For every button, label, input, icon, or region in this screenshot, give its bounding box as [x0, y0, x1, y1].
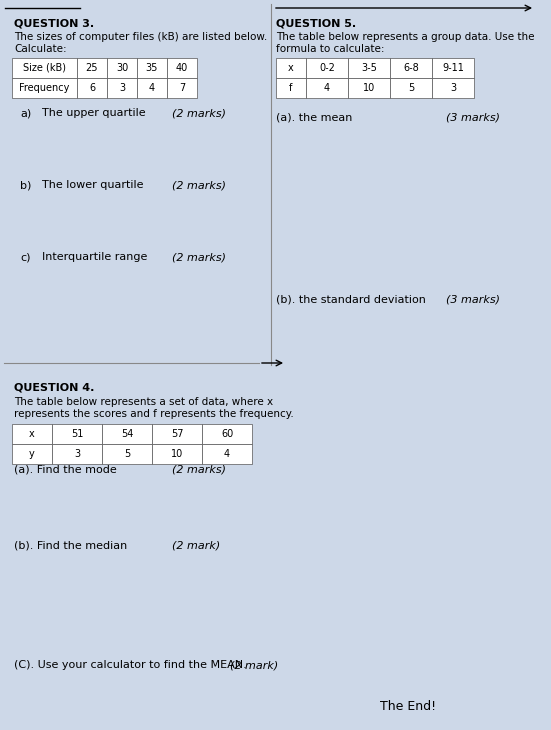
Bar — [12, 444, 52, 464]
Text: x: x — [288, 63, 294, 73]
Bar — [52, 424, 102, 444]
Bar — [202, 424, 252, 444]
Bar — [12, 424, 52, 444]
Text: 54: 54 — [121, 429, 133, 439]
Text: represents the scores and f represents the frequency.: represents the scores and f represents t… — [14, 409, 294, 419]
Text: (3 marks): (3 marks) — [446, 295, 500, 305]
Text: 3-5: 3-5 — [361, 63, 377, 73]
Bar — [12, 78, 77, 98]
Text: 25: 25 — [86, 63, 98, 73]
Bar — [167, 78, 197, 98]
Bar — [306, 58, 348, 78]
Text: Size (kB): Size (kB) — [23, 63, 66, 73]
Bar — [306, 78, 348, 98]
Text: 51: 51 — [71, 429, 83, 439]
Text: The sizes of computer files (kB) are listed below.: The sizes of computer files (kB) are lis… — [14, 32, 267, 42]
Text: Interquartile range: Interquartile range — [42, 252, 147, 262]
Text: (3 marks): (3 marks) — [446, 113, 500, 123]
Text: The End!: The End! — [380, 700, 436, 713]
Text: 3: 3 — [119, 83, 125, 93]
Bar — [432, 58, 474, 78]
Text: 7: 7 — [179, 83, 185, 93]
Text: f: f — [289, 83, 293, 93]
Text: 6-8: 6-8 — [403, 63, 419, 73]
Text: QUESTION 4.: QUESTION 4. — [14, 382, 94, 392]
Bar — [348, 58, 390, 78]
Text: (2 marks): (2 marks) — [172, 464, 226, 474]
Text: 9-11: 9-11 — [442, 63, 464, 73]
Text: Frequency: Frequency — [19, 83, 69, 93]
Text: 10: 10 — [171, 449, 183, 459]
Text: 57: 57 — [171, 429, 183, 439]
Text: The lower quartile: The lower quartile — [42, 180, 143, 190]
Bar — [152, 444, 202, 464]
Text: (C). Use your calculator to find the MEAN.: (C). Use your calculator to find the MEA… — [14, 660, 247, 670]
Text: The table below represents a group data. Use the: The table below represents a group data.… — [276, 32, 534, 42]
Text: 4: 4 — [149, 83, 155, 93]
Bar — [137, 58, 167, 78]
Text: (2 marks): (2 marks) — [172, 108, 226, 118]
Text: x: x — [29, 429, 35, 439]
Bar — [390, 78, 432, 98]
Bar — [52, 444, 102, 464]
Text: (a). the mean: (a). the mean — [276, 113, 353, 123]
Text: QUESTION 3.: QUESTION 3. — [14, 18, 94, 28]
Bar — [107, 58, 137, 78]
Bar — [202, 444, 252, 464]
Text: Calculate:: Calculate: — [14, 44, 67, 54]
Bar — [77, 78, 107, 98]
Text: 40: 40 — [176, 63, 188, 73]
Text: a): a) — [20, 108, 31, 118]
Text: y: y — [29, 449, 35, 459]
Text: 10: 10 — [363, 83, 375, 93]
Text: 6: 6 — [89, 83, 95, 93]
Bar — [152, 424, 202, 444]
Text: (2 marks): (2 marks) — [172, 180, 226, 190]
Bar — [102, 444, 152, 464]
Bar — [276, 58, 306, 78]
Text: (2 mark): (2 mark) — [172, 541, 220, 551]
Bar — [137, 78, 167, 98]
Bar — [390, 58, 432, 78]
Bar — [276, 78, 306, 98]
Text: 0-2: 0-2 — [319, 63, 335, 73]
Text: 35: 35 — [146, 63, 158, 73]
Text: formula to calculate:: formula to calculate: — [276, 44, 385, 54]
Text: QUESTION 5.: QUESTION 5. — [276, 18, 356, 28]
Text: (b). the standard deviation: (b). the standard deviation — [276, 295, 426, 305]
Text: c): c) — [20, 252, 30, 262]
Bar — [167, 58, 197, 78]
Bar — [107, 78, 137, 98]
Text: 5: 5 — [124, 449, 130, 459]
Text: The table below represents a set of data, where x: The table below represents a set of data… — [14, 397, 273, 407]
Bar — [12, 58, 77, 78]
Text: 3: 3 — [450, 83, 456, 93]
Bar — [432, 78, 474, 98]
Text: 30: 30 — [116, 63, 128, 73]
Text: (a). Find the mode: (a). Find the mode — [14, 464, 117, 474]
Bar — [348, 78, 390, 98]
Bar — [102, 424, 152, 444]
Text: 4: 4 — [224, 449, 230, 459]
Text: The upper quartile: The upper quartile — [42, 108, 145, 118]
Text: 5: 5 — [408, 83, 414, 93]
Text: 4: 4 — [324, 83, 330, 93]
Text: 3: 3 — [74, 449, 80, 459]
Text: (2 marks): (2 marks) — [172, 252, 226, 262]
Text: (b). Find the median: (b). Find the median — [14, 541, 127, 551]
Text: (2 mark): (2 mark) — [230, 660, 278, 670]
Text: b): b) — [20, 180, 31, 190]
Text: 60: 60 — [221, 429, 233, 439]
Bar — [77, 58, 107, 78]
